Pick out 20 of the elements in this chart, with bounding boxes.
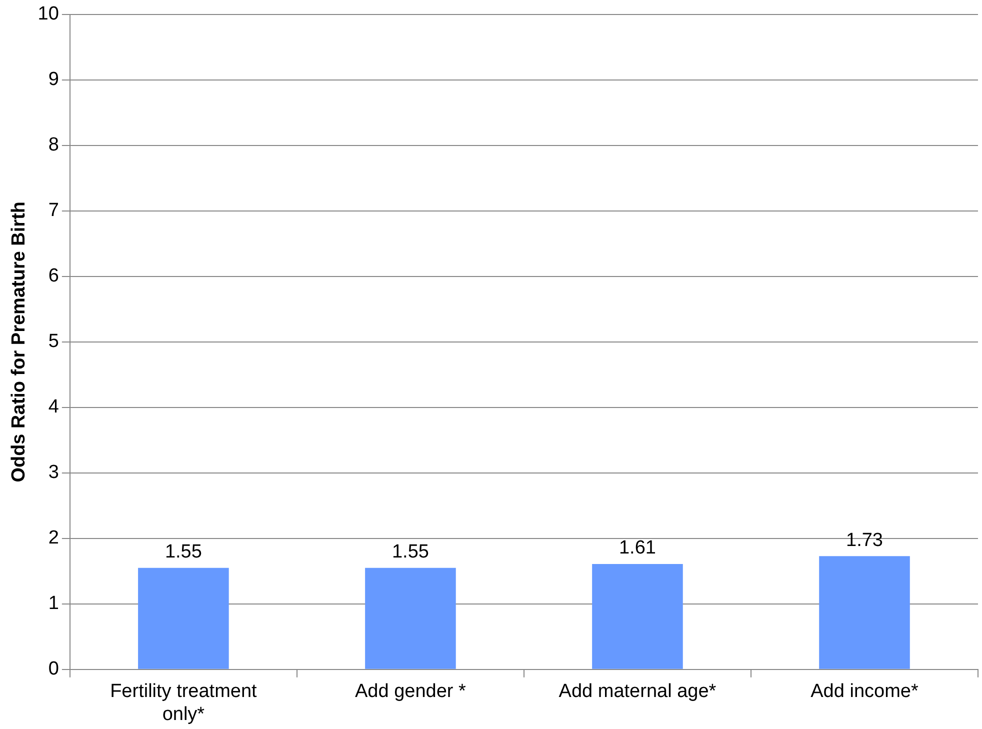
- data-label: 1.55: [164, 542, 202, 563]
- x-tick-label: Add income*: [810, 681, 919, 702]
- y-tick-label: 6: [48, 266, 59, 287]
- data-label: 1.55: [392, 542, 429, 563]
- y-tick-label: 10: [38, 4, 59, 25]
- data-label: 1.61: [618, 538, 656, 559]
- y-tick-label: 7: [48, 200, 59, 222]
- x-tick-label: Add maternal age*: [558, 681, 717, 702]
- y-tick-label: 4: [48, 396, 60, 418]
- y-tick-label: 3: [48, 462, 59, 484]
- x-tick-label: Fertility treatment only*: [110, 681, 258, 725]
- y-tick-label: 2: [48, 528, 59, 549]
- y-tick-label: 5: [48, 331, 59, 352]
- y-axis-title: Odds Ratio for Premature Birth: [8, 201, 30, 482]
- y-tick-label: 1: [48, 593, 59, 614]
- y-tick-label: 8: [48, 134, 59, 156]
- y-tick-label: 9: [48, 69, 59, 90]
- x-tick-label: Add gender *: [355, 681, 467, 702]
- y-tick-label: 0: [48, 658, 59, 680]
- data-label: 1.73: [846, 530, 883, 551]
